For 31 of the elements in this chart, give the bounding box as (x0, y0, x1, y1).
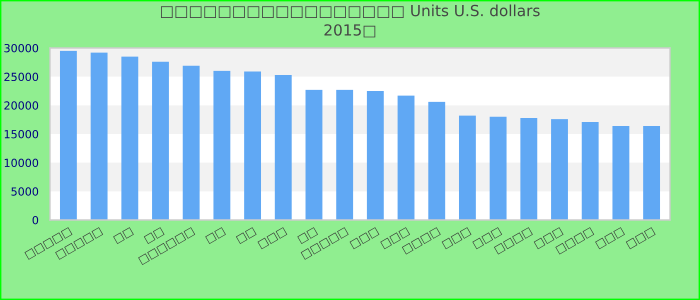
x-tick-label: □□ (113, 227, 134, 244)
y-tick-label: 20000 (4, 101, 38, 110)
bar (612, 126, 630, 220)
bar (182, 66, 200, 220)
bar (366, 91, 384, 220)
bar (520, 118, 538, 220)
bar (121, 56, 138, 220)
bar (458, 116, 476, 220)
bar (213, 70, 230, 220)
bar (490, 116, 507, 220)
y-tick-label: 25000 (4, 72, 38, 82)
y-tick-label: 0 (32, 216, 38, 224)
x-tick-label: □□ (205, 227, 226, 244)
bar (398, 96, 414, 220)
y-tick-label: 5000 (11, 187, 38, 196)
bar (274, 74, 292, 220)
bar (60, 50, 77, 220)
x-tick-label: □□ (236, 227, 257, 244)
bar (551, 119, 568, 220)
bar (582, 122, 599, 220)
chart-title: □□□□□□□□□□□□□□□□□ Units U.S. dollars 2015□ (161, 4, 540, 38)
bar (643, 126, 660, 220)
y-tick-label: 15000 (4, 130, 38, 138)
bar (336, 90, 354, 220)
bar (152, 62, 169, 220)
y-tick-label: 30000 (4, 44, 38, 52)
bar (244, 72, 262, 220)
bar (90, 52, 108, 220)
bar (306, 90, 322, 220)
bar (428, 102, 446, 220)
y-tick-label: 10000 (4, 158, 38, 168)
